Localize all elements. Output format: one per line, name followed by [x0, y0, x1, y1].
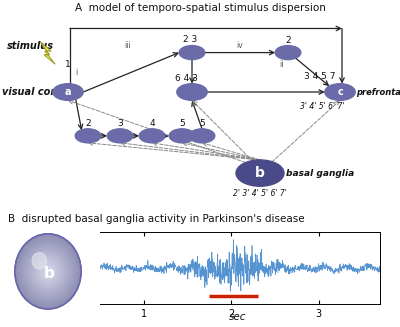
Text: iv: iv: [237, 41, 243, 50]
Circle shape: [33, 254, 63, 289]
Circle shape: [36, 257, 60, 285]
Text: 4: 4: [149, 118, 155, 128]
Circle shape: [47, 270, 49, 273]
Circle shape: [23, 243, 73, 300]
Text: stimulus: stimulus: [7, 41, 54, 51]
Circle shape: [36, 258, 60, 285]
Circle shape: [34, 255, 62, 287]
Text: visual cortex: visual cortex: [2, 87, 73, 97]
Circle shape: [21, 241, 75, 302]
Circle shape: [44, 266, 52, 277]
Circle shape: [19, 238, 77, 304]
Circle shape: [46, 269, 50, 273]
Circle shape: [35, 257, 61, 286]
Text: 3: 3: [117, 118, 123, 128]
Circle shape: [30, 252, 66, 291]
Text: 3 4 5 7: 3 4 5 7: [304, 72, 336, 81]
Circle shape: [40, 263, 56, 280]
Circle shape: [25, 245, 71, 298]
Circle shape: [19, 239, 77, 304]
Text: iii: iii: [125, 41, 131, 50]
Circle shape: [44, 267, 52, 276]
Text: 2 3: 2 3: [183, 35, 197, 44]
Polygon shape: [40, 42, 55, 64]
Circle shape: [24, 244, 72, 299]
Circle shape: [20, 240, 76, 303]
Text: A  model of temporo-spatial stimulus dispersion: A model of temporo-spatial stimulus disp…: [74, 3, 326, 13]
Circle shape: [29, 250, 67, 293]
Circle shape: [32, 252, 46, 269]
Circle shape: [31, 252, 65, 290]
Circle shape: [38, 260, 58, 283]
Circle shape: [15, 234, 81, 309]
Circle shape: [20, 240, 76, 303]
Circle shape: [23, 243, 73, 300]
Text: ii: ii: [280, 60, 284, 69]
Text: b: b: [255, 166, 265, 180]
Circle shape: [32, 253, 64, 289]
Circle shape: [169, 129, 195, 143]
Circle shape: [42, 265, 54, 278]
Text: basal ganglia: basal ganglia: [286, 169, 354, 178]
Circle shape: [43, 266, 53, 277]
Circle shape: [189, 129, 215, 143]
Circle shape: [139, 129, 165, 143]
Circle shape: [37, 259, 59, 284]
Text: 2: 2: [85, 118, 91, 128]
Text: 3' 4' 5' 6' 7': 3' 4' 5' 6' 7': [300, 102, 344, 111]
Text: sec: sec: [229, 312, 247, 322]
Circle shape: [30, 251, 66, 292]
Circle shape: [26, 247, 70, 296]
Circle shape: [179, 45, 205, 60]
Circle shape: [24, 245, 72, 298]
Text: a: a: [65, 87, 71, 97]
Circle shape: [18, 238, 78, 305]
Circle shape: [26, 246, 70, 297]
Circle shape: [107, 129, 133, 143]
Circle shape: [27, 247, 69, 296]
Text: 5: 5: [179, 118, 185, 128]
Text: 1: 1: [65, 60, 71, 69]
Circle shape: [42, 265, 54, 278]
Circle shape: [16, 234, 80, 308]
Circle shape: [45, 267, 51, 275]
Text: 5: 5: [199, 118, 205, 128]
Circle shape: [40, 262, 56, 281]
Text: 6 4 3: 6 4 3: [174, 74, 198, 83]
Text: i: i: [75, 68, 77, 77]
Circle shape: [45, 268, 51, 275]
Circle shape: [30, 250, 66, 292]
Circle shape: [34, 256, 62, 287]
Circle shape: [22, 241, 74, 301]
Circle shape: [22, 242, 74, 301]
Text: prefrontal cortex: prefrontal cortex: [356, 88, 400, 96]
Circle shape: [28, 249, 68, 294]
Circle shape: [16, 235, 80, 308]
Text: b: b: [44, 266, 55, 281]
Circle shape: [177, 84, 207, 100]
Circle shape: [37, 259, 59, 284]
Circle shape: [53, 84, 83, 100]
Text: 2' 3' 4' 5' 6' 7': 2' 3' 4' 5' 6' 7': [233, 189, 287, 198]
Circle shape: [41, 264, 55, 279]
Text: 2: 2: [285, 36, 291, 45]
Circle shape: [16, 236, 80, 307]
Circle shape: [325, 84, 355, 100]
Circle shape: [75, 129, 101, 143]
Text: B  disrupted basal ganglia activity in Parkinson's disease: B disrupted basal ganglia activity in Pa…: [8, 214, 305, 224]
Circle shape: [17, 236, 79, 306]
Circle shape: [275, 45, 301, 60]
Text: c: c: [337, 87, 343, 97]
Circle shape: [39, 261, 57, 282]
Circle shape: [46, 269, 50, 274]
Circle shape: [27, 248, 69, 295]
Circle shape: [18, 237, 78, 306]
Circle shape: [28, 249, 68, 294]
Circle shape: [38, 261, 58, 282]
Circle shape: [34, 255, 62, 288]
Circle shape: [41, 263, 55, 280]
Circle shape: [236, 160, 284, 186]
Circle shape: [32, 253, 64, 290]
